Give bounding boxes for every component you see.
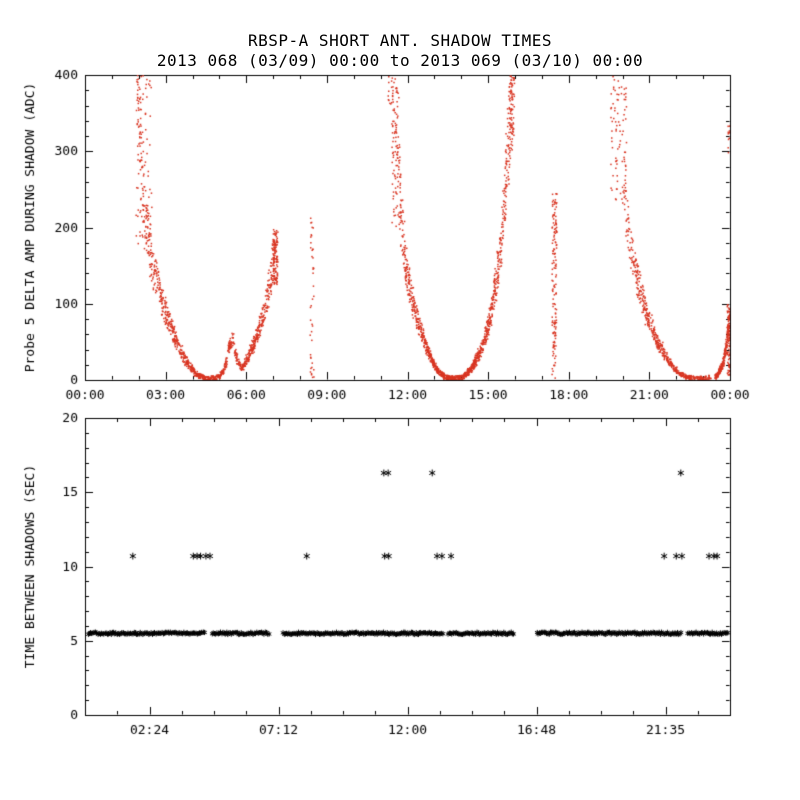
figure-subtitle: 2013 068 (03/09) 00:00 to 2013 069 (03/1… (156, 51, 644, 70)
figure-title: RBSP-A SHORT ANT. SHADOW TIMES (248, 31, 552, 50)
